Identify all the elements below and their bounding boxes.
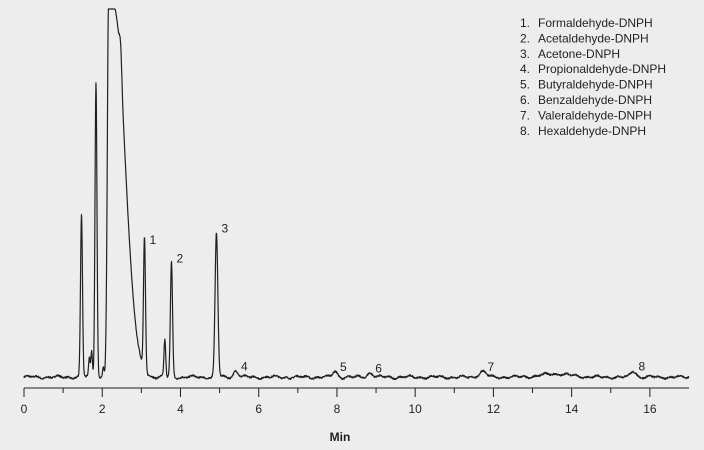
x-tick-label: 12 xyxy=(487,402,501,416)
x-tick-label: 16 xyxy=(643,402,657,416)
legend-item-number: 5. xyxy=(520,78,530,92)
peak-label-4: 4 xyxy=(241,359,248,373)
x-tick-label: 8 xyxy=(334,402,341,416)
legend-item-name: Acetaldehyde-DNPH xyxy=(538,31,649,45)
legend-item-name: Formaldehyde-DNPH xyxy=(538,16,653,30)
x-tick-label: 10 xyxy=(408,402,422,416)
legend-item-number: 3. xyxy=(520,47,530,61)
x-tick-label: 4 xyxy=(177,402,184,416)
x-tick-label: 14 xyxy=(565,402,579,416)
peak-labels: 1 2 3 4 5 6 7 8 xyxy=(149,222,645,376)
legend-item-number: 6. xyxy=(520,93,530,107)
legend-item-number: 8. xyxy=(520,124,530,138)
trace-layer xyxy=(23,8,690,381)
x-tick-label: 0 xyxy=(21,402,28,416)
peak-label-3: 3 xyxy=(221,222,228,236)
x-tick-label: 2 xyxy=(99,402,106,416)
legend-item-name: Propionaldehyde-DNPH xyxy=(538,62,666,76)
peak-label-5: 5 xyxy=(340,360,347,374)
x-axis: 0 2 4 6 8 10 12 14 16 xyxy=(21,387,689,416)
legend-item-number: 2. xyxy=(520,31,530,45)
peak-label-8: 8 xyxy=(638,360,645,374)
legend-item-number: 1. xyxy=(520,16,530,30)
x-tick-label: 6 xyxy=(255,402,262,416)
chromatogram-trace xyxy=(23,8,690,381)
legend-item-name: Acetone-DNPH xyxy=(538,47,620,61)
legend-item-name: Valeraldehyde-DNPH xyxy=(538,108,652,122)
legend-item-name: Hexaldehyde-DNPH xyxy=(538,124,646,138)
legend-item-name: Butyraldehyde-DNPH xyxy=(538,78,653,92)
peak-label-7: 7 xyxy=(487,360,494,374)
x-axis-title: Min xyxy=(330,430,351,444)
legend: 1. Formaldehyde-DNPH 2. Acetaldehyde-DNPH 3.… xyxy=(520,16,666,138)
legend-item-name: Benzaldehyde-DNPH xyxy=(538,93,652,107)
peak-label-1: 1 xyxy=(149,233,156,247)
legend-item-number: 7. xyxy=(520,108,530,122)
legend-item-number: 4. xyxy=(520,62,530,76)
peak-label-6: 6 xyxy=(375,362,382,376)
peak-label-2: 2 xyxy=(176,251,183,265)
